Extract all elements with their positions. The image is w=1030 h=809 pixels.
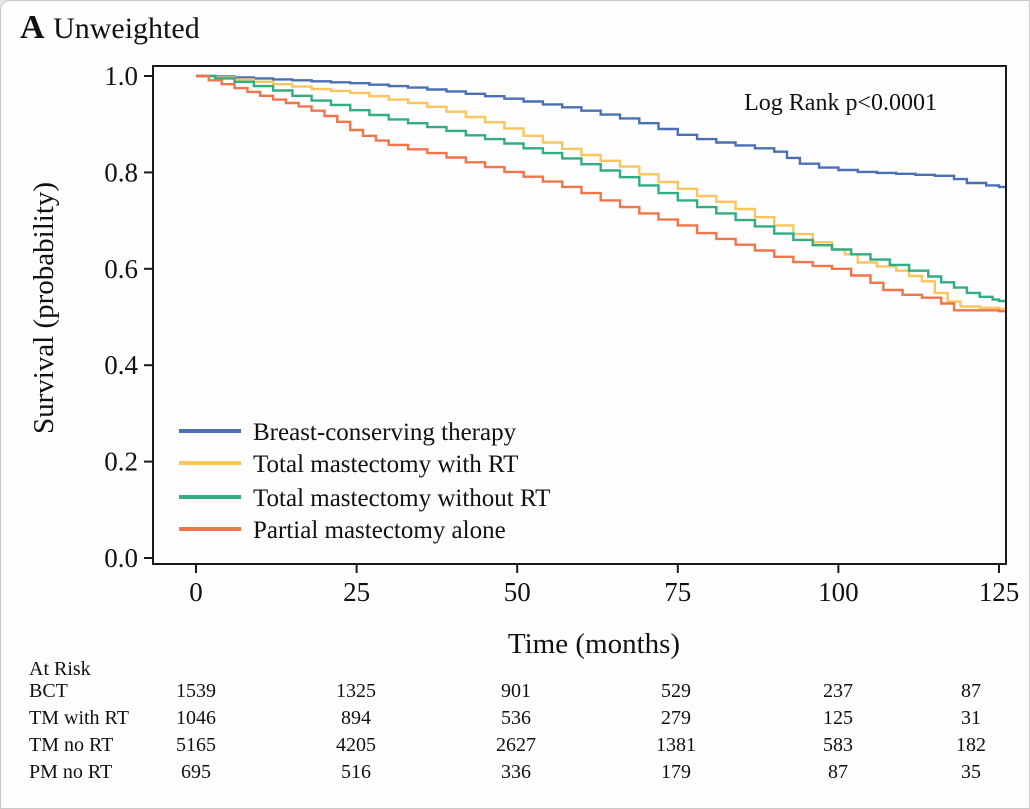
at-risk-count: 2627 [496, 734, 536, 756]
at-risk-count: 529 [661, 680, 691, 702]
at-risk-count: 237 [823, 680, 853, 702]
at-risk-count: 536 [501, 707, 531, 729]
at-risk-count: 5165 [176, 734, 216, 756]
at-risk-row-label: TM with RT [29, 707, 129, 729]
at-risk-count: 516 [341, 761, 371, 783]
series-path-3 [196, 74, 1005, 313]
at-risk-row-label: TM no RT [29, 734, 113, 756]
at-risk-count: 182 [956, 734, 986, 756]
y-axis-label: Survival (probability) [28, 182, 60, 434]
y-tick-label: 0.4 [104, 350, 138, 380]
at-risk-count: 87 [828, 761, 848, 783]
x-tick-label: 100 [818, 577, 859, 607]
x-tick-label: 75 [664, 577, 691, 607]
panel-title: Unweighted [53, 12, 200, 45]
panel-label: A [20, 9, 46, 46]
at-risk-count: 336 [501, 761, 531, 783]
at-risk-count: 4205 [336, 734, 376, 756]
at-risk-row-label: PM no RT [29, 761, 112, 783]
series-path-1 [196, 74, 1005, 310]
at-risk-count: 695 [181, 761, 211, 783]
at-risk-count: 179 [661, 761, 691, 783]
at-risk-count: 1381 [656, 734, 696, 756]
plot-border [152, 65, 1007, 565]
series-path-2 [196, 74, 1005, 303]
x-tick-label: 50 [504, 577, 531, 607]
y-tick-label: 0.6 [104, 254, 138, 284]
at-risk-row-label: BCT [29, 680, 68, 702]
at-risk-count: 125 [823, 707, 853, 729]
at-risk-header: At Risk [29, 658, 91, 680]
y-tick-label: 0.8 [104, 157, 138, 187]
at-risk-count: 1046 [176, 707, 216, 729]
at-risk-count: 35 [961, 761, 981, 783]
y-tick-label: 1.0 [104, 61, 138, 91]
x-axis-label: Time (months) [508, 628, 680, 660]
figure-title: A Unweighted [20, 9, 200, 47]
log-rank-annotation: Log Rank p<0.0001 [744, 90, 937, 116]
x-tick-label: 25 [343, 577, 370, 607]
at-risk-count: 894 [341, 707, 371, 729]
y-tick-label: 0.0 [104, 543, 138, 573]
at-risk-count: 279 [661, 707, 691, 729]
x-tick-label: 125 [979, 577, 1020, 607]
at-risk-count: 1325 [336, 680, 376, 702]
at-risk-count: 31 [961, 707, 981, 729]
y-tick-label: 0.2 [104, 447, 138, 477]
x-tick-label: 0 [189, 577, 203, 607]
legend-label-1: Total mastectomy with RT [253, 451, 518, 478]
at-risk-count: 87 [961, 680, 981, 702]
at-risk-count: 1539 [176, 680, 216, 702]
at-risk-count: 583 [823, 734, 853, 756]
legend-label-2: Total mastectomy without RT [253, 485, 550, 512]
series-path-0 [196, 74, 1005, 189]
at-risk-count: 901 [501, 680, 531, 702]
legend-label-0: Breast-conserving therapy [253, 419, 517, 446]
legend-label-3: Partial mastectomy alone [253, 517, 506, 544]
